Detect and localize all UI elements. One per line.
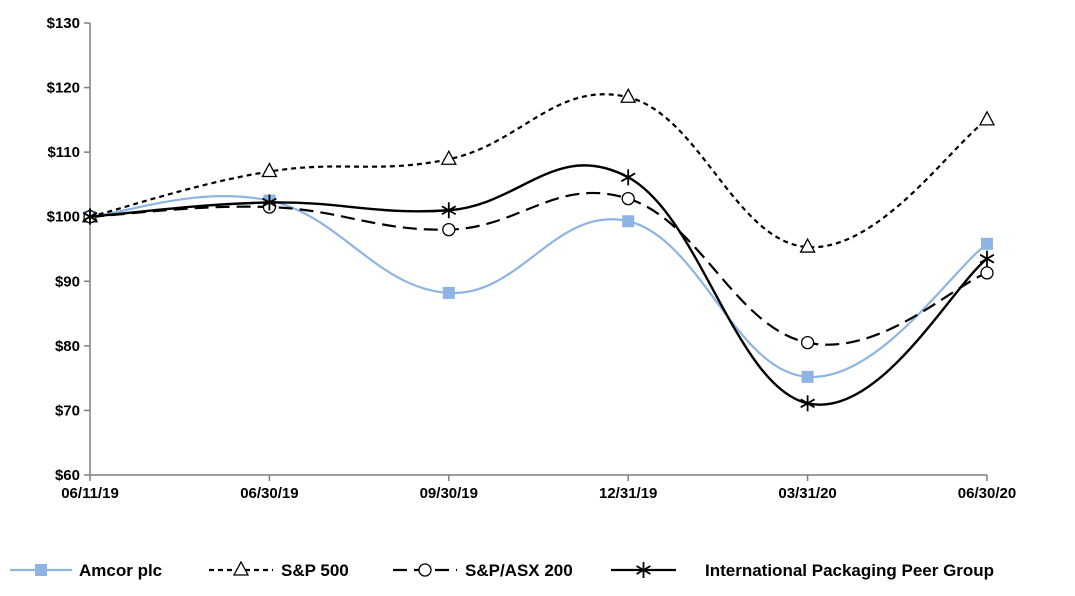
series-line-s-p-asx-200 bbox=[89, 191, 988, 346]
legend-entry-s-p-500: S&P 500 bbox=[209, 560, 349, 580]
star-stroke bbox=[82, 211, 98, 222]
legend-label-s-p-500: S&P 500 bbox=[281, 561, 349, 580]
data-point-s-p-500 bbox=[261, 162, 278, 178]
data-point-s-p-asx-200 bbox=[980, 266, 994, 280]
star-stroke bbox=[262, 197, 277, 208]
legend-label-s-p-asx-200: S&P/ASX 200 bbox=[465, 561, 573, 580]
data-point-s-p-asx-200 bbox=[800, 335, 815, 350]
legend-label-amcor-plc: Amcor plc bbox=[79, 561, 162, 580]
y-tick-label: $100 bbox=[47, 209, 80, 226]
data-point-international-packaging-peer-group bbox=[262, 194, 277, 211]
series-line-amcor-plc bbox=[89, 194, 988, 378]
legend-label-international-packaging-peer-group: International Packaging Peer Group bbox=[705, 561, 994, 580]
x-tick-label: 06/30/19 bbox=[240, 485, 298, 502]
data-point-amcor-plc bbox=[622, 215, 635, 228]
data-point-s-p-500 bbox=[799, 237, 816, 253]
series-international-packaging-peer-group bbox=[82, 164, 995, 412]
legend-entry-international-packaging-peer-group: International Packaging Peer Group bbox=[611, 561, 994, 580]
x-tick-label: 06/11/19 bbox=[61, 485, 119, 502]
data-point-amcor-plc bbox=[981, 237, 993, 250]
y-tick-label: $110 bbox=[47, 144, 80, 161]
chart-legend: Amcor plc S&P 500 S&P/ASX 200 International… bbox=[10, 560, 994, 580]
x-tick-label: 09/30/19 bbox=[420, 485, 478, 502]
star-stroke bbox=[636, 565, 651, 575]
data-point-s-p-asx-200 bbox=[442, 222, 456, 237]
star-stroke bbox=[800, 398, 815, 409]
chart-series bbox=[81, 87, 996, 412]
data-point-s-p-500 bbox=[978, 110, 996, 126]
data-point-amcor-plc bbox=[442, 286, 455, 299]
data-point-amcor-plc bbox=[801, 370, 814, 383]
data-point-international-packaging-peer-group bbox=[82, 208, 98, 225]
series-s-p-asx-200 bbox=[83, 191, 994, 350]
data-point-international-packaging-peer-group bbox=[620, 169, 636, 186]
legend-entry-s-p-asx-200: S&P/ASX 200 bbox=[393, 561, 573, 580]
y-tick-label: $70 bbox=[55, 402, 80, 419]
star-stroke bbox=[979, 253, 995, 264]
y-tick-label: $90 bbox=[55, 273, 80, 290]
data-point-international-packaging-peer-group bbox=[800, 395, 815, 412]
series-amcor-plc bbox=[84, 194, 993, 383]
y-tick-label: $60 bbox=[55, 467, 80, 484]
data-point-international-packaging-peer-group bbox=[979, 250, 995, 267]
y-tick-label: $120 bbox=[47, 80, 80, 97]
star-stroke bbox=[441, 205, 457, 216]
legend-marker-international-packaging-peer-group bbox=[636, 562, 651, 578]
legend-marker-amcor-plc bbox=[35, 564, 47, 576]
y-tick-label: $80 bbox=[55, 338, 80, 355]
x-tick-label: 12/31/19 bbox=[599, 485, 657, 502]
legend-marker-s-p-500 bbox=[232, 560, 250, 576]
series-s-p-500 bbox=[81, 87, 996, 253]
legend-marker-s-p-asx-200 bbox=[418, 563, 432, 577]
series-line-s-p-500 bbox=[89, 93, 988, 249]
legend-entry-amcor-plc: Amcor plc bbox=[10, 561, 162, 580]
series-line-international-packaging-peer-group bbox=[89, 164, 988, 406]
data-point-international-packaging-peer-group bbox=[441, 202, 457, 219]
star-stroke bbox=[620, 172, 636, 183]
y-tick-label: $130 bbox=[47, 15, 80, 32]
x-tick-label: 06/30/20 bbox=[958, 485, 1016, 502]
x-tick-label: 03/31/20 bbox=[778, 485, 836, 502]
chart-axes: $60 $70 $80 $90 $100 $110 $120 $130 06/11/19 06/3… bbox=[47, 15, 1017, 502]
data-point-s-p-asx-200 bbox=[621, 191, 635, 206]
data-point-s-p-500 bbox=[440, 149, 457, 165]
data-point-s-p-500 bbox=[620, 87, 637, 103]
